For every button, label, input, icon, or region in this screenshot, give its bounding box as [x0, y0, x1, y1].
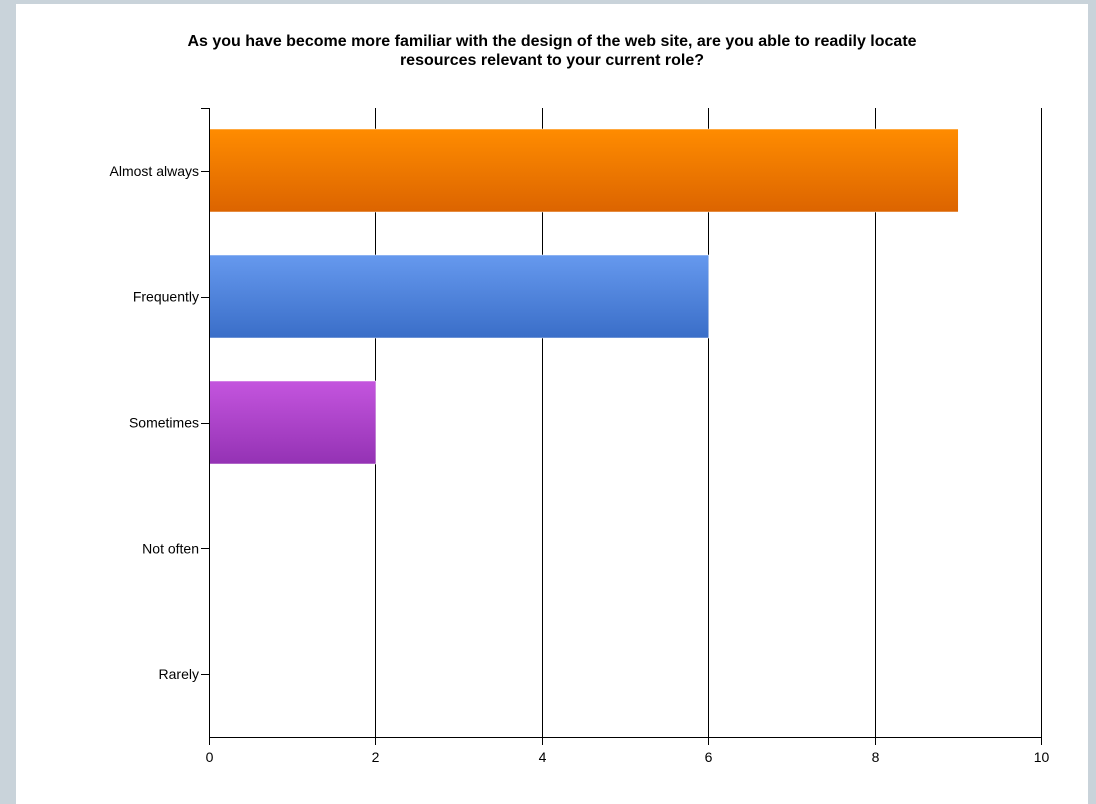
x-tick-label: 0	[206, 749, 214, 765]
bar-almost-always	[209, 128, 959, 213]
category-label: Sometimes	[129, 415, 199, 431]
category-label: Almost always	[110, 163, 199, 179]
x-tick-label: 8	[872, 749, 880, 765]
x-tick-label: 4	[539, 749, 547, 765]
bar-frequently	[209, 254, 709, 339]
x-tick-label: 10	[1034, 749, 1050, 765]
chart-panel: As you have become more familiar with th…	[16, 4, 1088, 804]
axis-labels: Almost always Frequently Sometimes Not ofte…	[110, 163, 1050, 765]
chart-title-line-2: resources relevant to your current role?	[399, 52, 705, 69]
chart-title: As you have become more familiar with th…	[16, 32, 1088, 70]
category-label: Not often	[142, 540, 199, 556]
x-tick-label: 6	[705, 749, 713, 765]
category-label: Rarely	[159, 666, 199, 682]
x-tick-label: 2	[372, 749, 380, 765]
category-label: Frequently	[133, 289, 199, 305]
bars	[209, 128, 959, 465]
bar-sometimes	[209, 380, 377, 465]
chart-title-line-1: As you have become more familiar with th…	[187, 33, 917, 50]
axes	[201, 108, 1042, 745]
bar-chart: Almost always Frequently Sometimes Not ofte…	[110, 108, 1050, 765]
